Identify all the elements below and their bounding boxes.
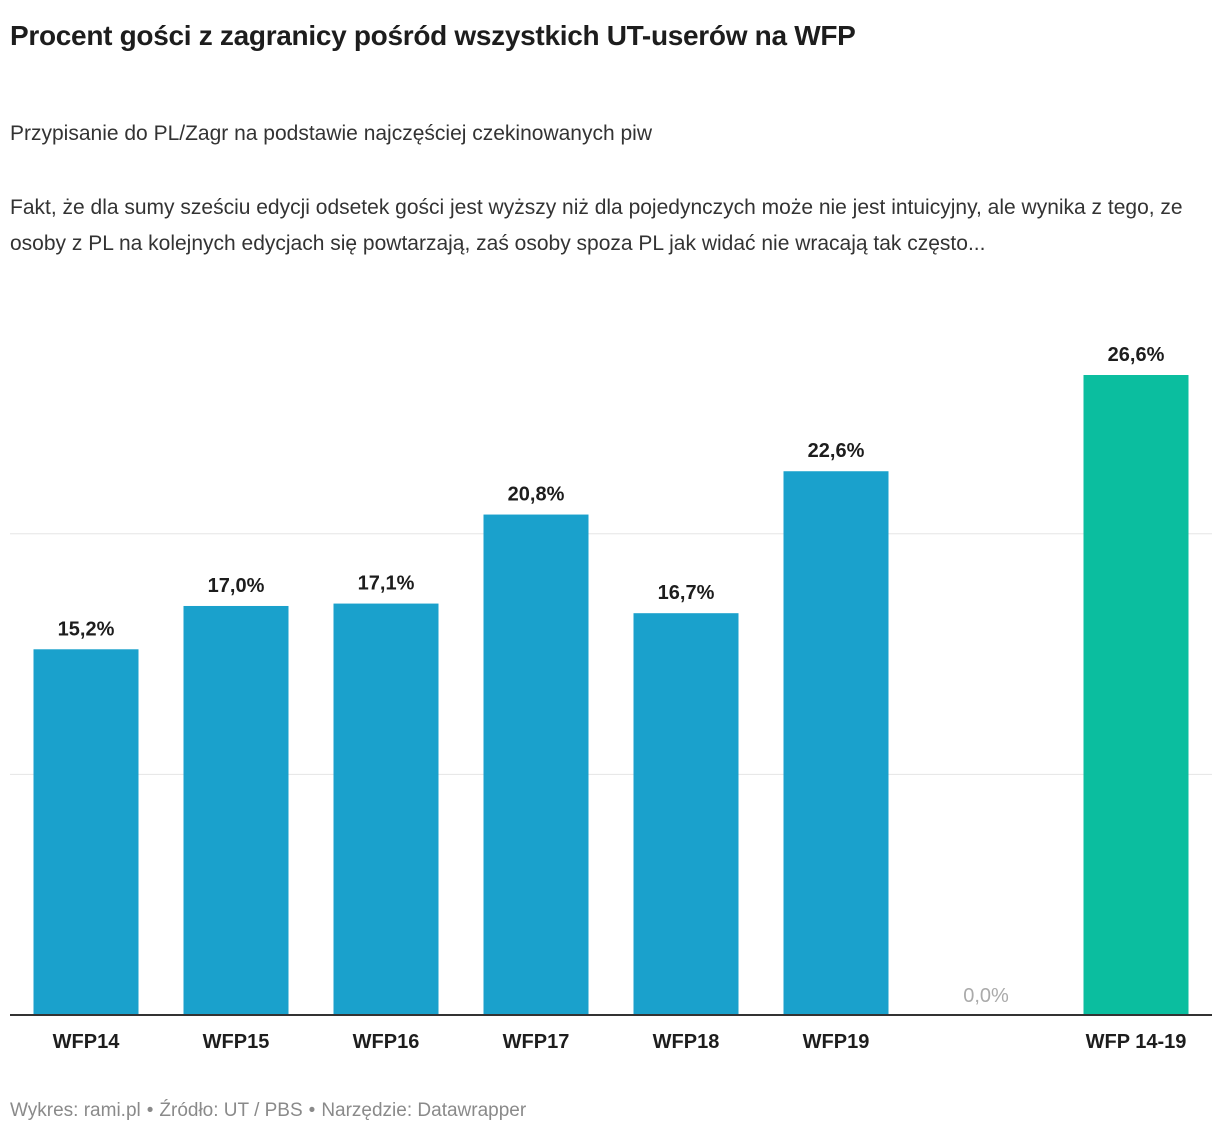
bar: [1083, 375, 1189, 1015]
bar-value-label: 0,0%: [963, 985, 1009, 1007]
chart-title: Procent gości z zagranicy pośród wszystk…: [10, 20, 856, 51]
bar-value-label: 17,0%: [208, 575, 265, 597]
footer-chart-credit: Wykres: rami.pl: [10, 1100, 141, 1121]
footer-separator: •: [146, 1100, 154, 1121]
bar: [783, 471, 889, 1015]
x-tick-label: WFP14: [53, 1031, 121, 1053]
bar: [333, 603, 439, 1015]
bar-value-label: 17,1%: [358, 573, 415, 595]
x-tick-label: WFP 14-19: [1086, 1031, 1187, 1053]
x-tick-label: WFP17: [503, 1031, 570, 1053]
chart-description: Fakt, że dla sumy sześciu edycji odsetek…: [10, 196, 1183, 255]
x-tick-label: WFP16: [353, 1031, 420, 1053]
x-tick-label: WFP19: [803, 1031, 870, 1053]
bar-value-label: 16,7%: [658, 582, 715, 604]
x-tick-label: WFP18: [653, 1031, 720, 1053]
footer-tool: Narzędzie: Datawrapper: [321, 1100, 527, 1121]
bar-value-label: 20,8%: [508, 484, 565, 506]
footer-source: Źródło: UT / PBS: [159, 1100, 303, 1121]
bar: [183, 605, 289, 1015]
bar-value-label: 15,2%: [58, 618, 115, 640]
bar: [483, 514, 589, 1015]
bar-value-label: 22,6%: [808, 440, 865, 462]
bar: [633, 613, 739, 1015]
bar-value-label: 26,6%: [1108, 344, 1165, 366]
chart-subtitle: Przypisanie do PL/Zagr na podstawie najc…: [10, 122, 652, 145]
x-tick-label: WFP15: [203, 1031, 270, 1053]
chart-footer: Wykres: rami.pl • Źródło: UT / PBS • Narzędz…: [10, 1100, 526, 1122]
footer-separator: •: [308, 1100, 316, 1121]
bar-chart: 15,2% WFP14 17,0% WFP15 17,1% WFP16 20,8% WFP17…: [10, 344, 1212, 1053]
bar: [33, 649, 139, 1015]
